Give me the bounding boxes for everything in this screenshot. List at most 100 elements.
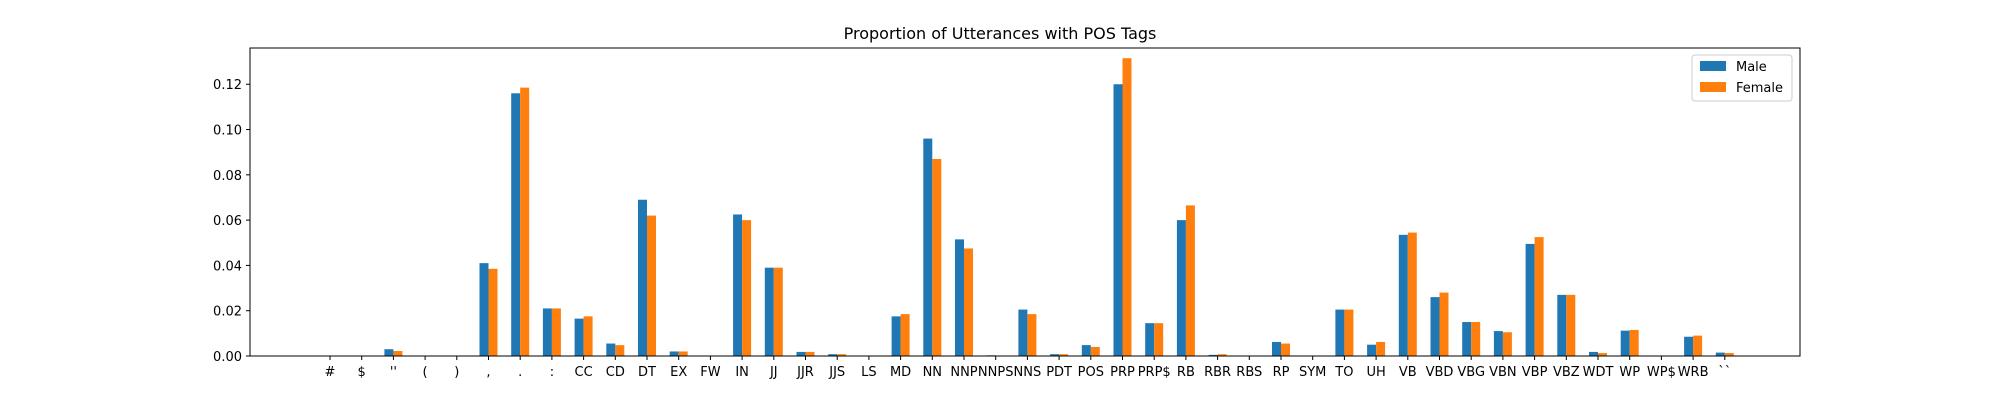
- x-tick-label: ``: [1718, 365, 1731, 380]
- bar-male-24: [1081, 345, 1091, 356]
- x-tick-label: VBG: [1457, 365, 1485, 380]
- x-tick-label: WRB: [1678, 365, 1709, 380]
- x-tick-label: NNS: [1014, 365, 1042, 380]
- bar-female-9: [615, 345, 625, 356]
- legend-swatch-female: [1700, 82, 1726, 92]
- x-tick-label: (: [423, 365, 428, 380]
- x-tick-label: NNP: [950, 365, 977, 380]
- bar-male-7: [542, 308, 552, 356]
- x-tick-label: RBS: [1236, 365, 1262, 380]
- bar-male-2: [384, 349, 394, 356]
- bar-female-43: [1693, 335, 1703, 356]
- x-tick-label: JJR: [796, 365, 814, 380]
- x-tick-label: IN: [735, 365, 749, 380]
- bar-female-23: [1059, 354, 1069, 356]
- x-tick-label: '': [390, 365, 397, 380]
- x-tick-label: POS: [1078, 365, 1104, 380]
- legend-label-female: Female: [1736, 81, 1783, 96]
- bar-female-37: [1502, 332, 1512, 356]
- x-tick-label: JJ: [769, 365, 778, 380]
- bar-male-40: [1589, 351, 1598, 356]
- bars-group: [384, 58, 1734, 357]
- x-tick-label: EX: [670, 365, 687, 380]
- x-tick-label: ): [454, 365, 459, 380]
- x-tick-label: LS: [861, 365, 877, 380]
- y-tick-label: 0.12: [213, 78, 242, 93]
- chart-title: Proportion of Utterances with POS Tags: [844, 24, 1157, 43]
- bar-female-33: [1376, 341, 1386, 356]
- bar-male-34: [1398, 234, 1408, 356]
- bar-male-13: [733, 214, 743, 356]
- bar-male-28: [1208, 354, 1218, 356]
- bar-male-33: [1367, 344, 1377, 356]
- bar-male-25: [1113, 84, 1123, 357]
- x-tick-label: VBN: [1489, 365, 1517, 380]
- bar-female-40: [1598, 353, 1607, 356]
- bar-female-13: [742, 220, 752, 356]
- bar-male-37: [1493, 331, 1503, 356]
- x-tick-label: ,: [486, 365, 490, 380]
- bar-female-38: [1534, 237, 1544, 356]
- x-tick-label: VB: [1399, 365, 1417, 380]
- bar-female-44: [1724, 353, 1734, 356]
- x-tick-label: FW: [700, 365, 720, 380]
- bar-male-30: [1272, 341, 1281, 356]
- bar-female-39: [1566, 294, 1576, 356]
- x-tick-label: SYM: [1299, 365, 1326, 380]
- bar-female-35: [1439, 292, 1449, 356]
- x-tick-label: WP$: [1647, 365, 1676, 380]
- bar-female-36: [1471, 322, 1481, 356]
- bar-female-10: [647, 215, 656, 356]
- x-tick-label: VBP: [1522, 365, 1548, 380]
- bar-female-19: [932, 158, 942, 356]
- bar-male-16: [828, 354, 838, 356]
- bar-female-14: [773, 267, 783, 356]
- legend-label-male: Male: [1736, 60, 1767, 75]
- x-tick-label: VBD: [1426, 365, 1454, 380]
- x-tick-label: MD: [890, 365, 911, 380]
- bar-female-16: [837, 354, 847, 356]
- bar-male-14: [764, 267, 774, 356]
- bar-female-8: [583, 316, 593, 356]
- x-tick-label: RB: [1177, 365, 1195, 380]
- bar-male-32: [1335, 309, 1345, 356]
- bar-female-27: [1185, 205, 1195, 356]
- x-tick-label: VBZ: [1553, 365, 1580, 380]
- y-tick-label: 0.10: [213, 124, 242, 139]
- x-tick-label: RP: [1273, 365, 1290, 380]
- plot-frame: [249, 47, 1801, 357]
- bar-female-34: [1407, 232, 1417, 356]
- bar-male-10: [638, 199, 647, 356]
- x-tick-label: DT: [638, 365, 656, 380]
- x-tick-label: JJS: [828, 365, 845, 380]
- bar-male-11: [669, 351, 679, 356]
- x-tick-label: WDT: [1583, 365, 1614, 380]
- x-tick-label: #: [325, 365, 336, 380]
- x-tick-label: WP: [1619, 365, 1640, 380]
- x-tick-label: PDT: [1046, 365, 1072, 380]
- bar-male-22: [1018, 309, 1028, 356]
- x-tick-label: PRP: [1110, 365, 1135, 380]
- bar-female-32: [1344, 309, 1354, 356]
- bar-female-6: [520, 87, 530, 356]
- y-tick-label: 0.00: [213, 350, 242, 365]
- bar-male-20: [955, 239, 964, 356]
- bar-female-7: [551, 308, 561, 356]
- bar-female-20: [964, 248, 973, 356]
- bar-female-41: [1629, 329, 1639, 356]
- bar-male-18: [891, 316, 901, 356]
- bar-female-28: [1217, 354, 1227, 356]
- bar-male-41: [1620, 330, 1630, 356]
- y-tick-label: 0.02: [213, 305, 242, 320]
- x-tick-label: UH: [1366, 365, 1385, 380]
- y-axis-ticks: 0.00 0.02 0.04 0.06 0.08 0.10 0.12: [213, 78, 250, 365]
- bar-male-35: [1430, 297, 1440, 356]
- bar-female-30: [1281, 343, 1290, 356]
- bar-male-15: [796, 351, 806, 356]
- bar-male-39: [1557, 294, 1567, 356]
- bar-female-22: [1027, 314, 1037, 356]
- x-tick-label: PRP$: [1138, 365, 1171, 380]
- bar-female-26: [1154, 323, 1164, 356]
- x-tick-label: NN: [923, 365, 942, 380]
